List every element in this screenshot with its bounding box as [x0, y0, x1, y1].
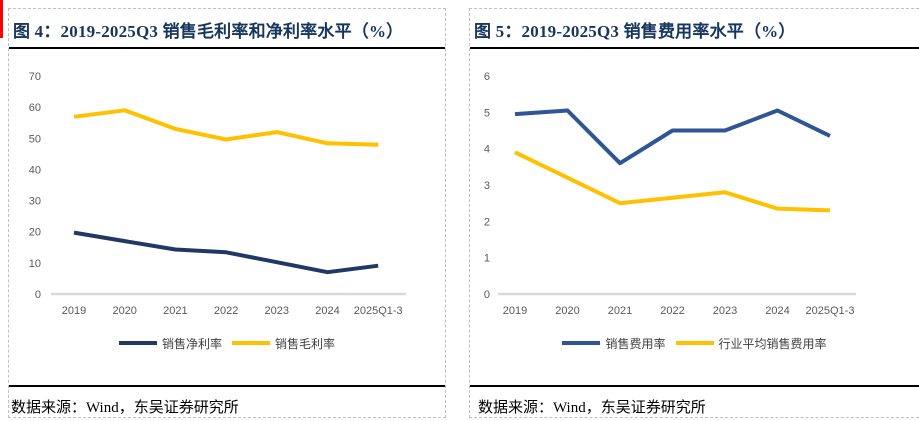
legend-swatch [562, 341, 601, 345]
x-tick-label: 2023 [265, 305, 289, 317]
y-tick-label: 3 [484, 180, 490, 192]
x-tick-label: 2020 [555, 305, 579, 317]
series-line-销售净利率 [73, 230, 379, 275]
figure4-chart-area: 0 10 20 30 40 50 60 70 2019 2020 2021 2022 2023 2024 2… [9, 49, 445, 353]
legend-item: 行业平均销售费用率 [675, 335, 827, 352]
y-tick-label: 70 [29, 71, 41, 83]
x-tick-label: 2025Q1-3 [354, 305, 403, 317]
y-tick-label: 6 [484, 71, 490, 83]
y-tick-label: 1 [484, 253, 490, 265]
legend-item: 销售费用率 [562, 335, 666, 352]
x-tick-label: 2025Q1-3 [806, 305, 855, 317]
y-tick-label: 40 [29, 164, 41, 176]
legend-item: 销售净利率 [118, 335, 222, 352]
y-tick-label: 2 [484, 216, 490, 228]
y-tick-label: 20 [29, 227, 41, 239]
series-line-销售费用率 [514, 108, 831, 166]
y-tick-label: 5 [484, 107, 490, 119]
y-tick-label: 30 [29, 196, 41, 208]
y-tick-label: 4 [484, 144, 490, 156]
y-tick-label: 0 [35, 289, 41, 301]
red-edge-mark [0, 0, 3, 38]
x-tick-label: 2019 [62, 305, 86, 317]
y-tick-label: 10 [29, 258, 41, 270]
x-tick-label: 2019 [503, 305, 527, 317]
legend-swatch [118, 341, 157, 345]
y-tick-label: 50 [29, 133, 41, 145]
x-tick-label: 2020 [112, 305, 136, 317]
x-tick-label: 2024 [765, 305, 789, 317]
figure4-legend: 销售净利率 销售毛利率 [9, 333, 445, 353]
y-tick-label: 0 [484, 289, 490, 301]
legend-swatch [675, 341, 714, 345]
figure5-panel: 图 5：2019-2025Q3 销售费用率水平（%） 0 1 2 3 4 5 6 2019 20… [469, 8, 919, 418]
series-line-行业平均销售费用率 [514, 150, 831, 213]
y-tick-label: 60 [29, 102, 41, 114]
legend-label: 行业平均销售费用率 [718, 336, 827, 351]
figure5-chart-area: 0 1 2 3 4 5 6 2019 2020 2021 2022 2023 2024 2025Q1-3 … [470, 49, 919, 353]
legend-label: 销售费用率 [605, 336, 666, 351]
x-tick-label: 2024 [315, 305, 339, 317]
legend-label: 销售毛利率 [275, 336, 336, 351]
figure4-source: 数据来源：Wind，东吴证券研究所 [9, 385, 445, 417]
x-tick-label: 2022 [214, 305, 238, 317]
x-tick-label: 2021 [608, 305, 632, 317]
expense-line-chart: 0 1 2 3 4 5 6 2019 2020 2021 2022 2023 2024 2025Q1-3 [484, 71, 856, 317]
figure-table: 图 4：2019-2025Q3 销售毛利率和净利率水平（%） 0 10 20 30 40… [8, 8, 919, 418]
legend-label: 销售净利率 [161, 336, 222, 351]
figure5-title: 图 5：2019-2025Q3 销售费用率水平（%） [470, 9, 919, 49]
margin-line-chart: 0 10 20 30 40 50 60 70 2019 2020 2021 2022 2023 2024 2… [29, 71, 406, 317]
x-tick-label: 2021 [163, 305, 187, 317]
series-line-销售毛利率 [73, 108, 379, 147]
legend-item: 销售毛利率 [232, 335, 335, 352]
figure5-legend: 销售费用率 行业平均销售费用率 [470, 333, 919, 353]
legend-swatch [232, 341, 270, 345]
x-tick-label: 2023 [713, 305, 737, 317]
x-tick-label: 2022 [660, 305, 684, 317]
figure5-source: 数据来源：Wind，东吴证券研究所 [470, 385, 919, 417]
figure4-panel: 图 4：2019-2025Q3 销售毛利率和净利率水平（%） 0 10 20 30 40… [8, 8, 446, 418]
figure4-title: 图 4：2019-2025Q3 销售毛利率和净利率水平（%） [9, 9, 445, 49]
